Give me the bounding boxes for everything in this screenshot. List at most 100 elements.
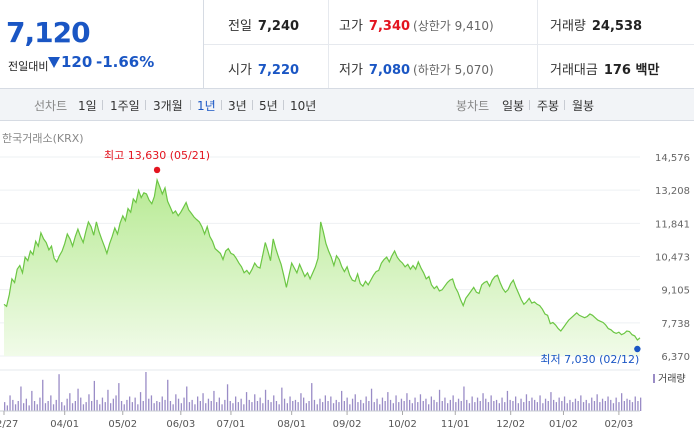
tab-5y[interactable]: 5년 (259, 99, 278, 113)
tab-3y[interactable]: 3년 (228, 99, 247, 113)
volume-bar (245, 392, 248, 411)
x-tick-label: 12/02 (496, 419, 525, 430)
volume-bar (438, 389, 441, 411)
volume-bar (582, 402, 585, 411)
volume-bar (346, 397, 348, 411)
volume-bar (495, 399, 498, 411)
tab-divider (102, 100, 103, 110)
volume-bar (381, 397, 384, 411)
volume-bar (313, 399, 316, 411)
volume-bar (370, 388, 373, 411)
volume-bar (112, 398, 114, 411)
volume-bar (177, 398, 180, 411)
change-value: 120 (48, 53, 92, 71)
volume-bar (267, 399, 269, 411)
prev-close: 전일 7,240 (228, 19, 300, 34)
volume-bar (23, 403, 25, 411)
column-divider (537, 0, 538, 88)
volume-bar (357, 402, 359, 411)
volume-bar (248, 399, 250, 411)
row-divider (204, 44, 694, 45)
volume-bar (373, 402, 375, 411)
volume-bar (447, 403, 449, 411)
volume-bar (80, 397, 82, 411)
volume-bar (623, 401, 625, 411)
volume-bar (341, 390, 343, 411)
volume-bar (433, 399, 435, 411)
current-price: 7,120 (6, 16, 91, 49)
volume-bar (621, 393, 623, 411)
volume-bar (115, 395, 117, 411)
volume-bar (61, 402, 63, 411)
volume-bar (150, 395, 153, 411)
volume-bar (148, 398, 150, 411)
x-tick-label: 05/02 (108, 419, 137, 430)
volume-bar (553, 399, 555, 411)
tab-1y[interactable]: 1년 (197, 99, 216, 113)
volume-bar (515, 396, 517, 411)
column-divider (328, 0, 329, 88)
volume-bar (4, 402, 6, 411)
volume-bar (311, 383, 313, 411)
volume-bar (457, 398, 460, 411)
volume-bar (528, 401, 530, 411)
x-tick-label: 01/02 (549, 419, 578, 430)
x-tick-label: 11/01 (441, 419, 470, 430)
tab-3m[interactable]: 3개월 (153, 99, 183, 113)
low-marker (634, 345, 641, 353)
line-chart-label: 선차트 (34, 99, 68, 113)
volume-bar (292, 401, 294, 411)
volume-bar (275, 401, 278, 411)
volume-bar (490, 395, 492, 411)
volume-bar (479, 401, 481, 411)
volume-bar (574, 398, 577, 411)
tab-1w[interactable]: 1주일 (110, 99, 140, 113)
volume-bar (142, 401, 144, 411)
volume-bar (599, 402, 601, 411)
volume-bar (332, 403, 335, 411)
volume-bar (485, 398, 487, 411)
volume-bar (466, 399, 468, 411)
volume-bar (58, 374, 60, 411)
x-tick-label: 06/03 (166, 419, 195, 430)
volume-bar (629, 399, 631, 411)
volume-bar (411, 403, 413, 411)
volume-bar (365, 396, 367, 411)
high-annotation: 최고 13,630 (05/21) (104, 149, 210, 162)
volume-bar (525, 394, 528, 411)
volume-bar (506, 390, 509, 411)
x-tick-label: 08/01 (277, 419, 306, 430)
volume-bar (555, 402, 557, 411)
tab-weekly[interactable]: 주봉 (537, 99, 560, 113)
volume-bar (395, 395, 397, 411)
volume-bar (297, 402, 299, 411)
volume-bar (591, 397, 593, 411)
volume-bar (158, 402, 161, 411)
price-area-fill (4, 179, 640, 356)
volume-bar (101, 397, 104, 411)
tab-monthly[interactable]: 월봉 (572, 99, 595, 113)
volume-bar (224, 399, 226, 411)
volume-bar (468, 403, 471, 411)
tab-daily[interactable]: 일봉 (502, 99, 525, 113)
tab-1d[interactable]: 1일 (78, 99, 97, 113)
tab-10y[interactable]: 10년 (290, 99, 317, 113)
volume-bar (42, 379, 44, 411)
volume-bar (601, 398, 604, 411)
x-tick-label: 10/02 (388, 419, 417, 430)
volume-bar (197, 396, 199, 411)
volume-bar (183, 397, 185, 411)
volume-bar (419, 394, 422, 411)
volume-bar (561, 401, 563, 411)
volume-bar (536, 402, 538, 411)
volume-bar (262, 403, 264, 411)
volume-bar (343, 401, 345, 411)
volume-bar (360, 399, 362, 411)
volume-bar (14, 404, 17, 411)
volume-bar (550, 392, 552, 411)
volume: 거래량 24,538 (550, 19, 643, 34)
volume-bar (354, 394, 356, 411)
tab-divider (529, 100, 530, 110)
volume-bar (376, 398, 378, 411)
